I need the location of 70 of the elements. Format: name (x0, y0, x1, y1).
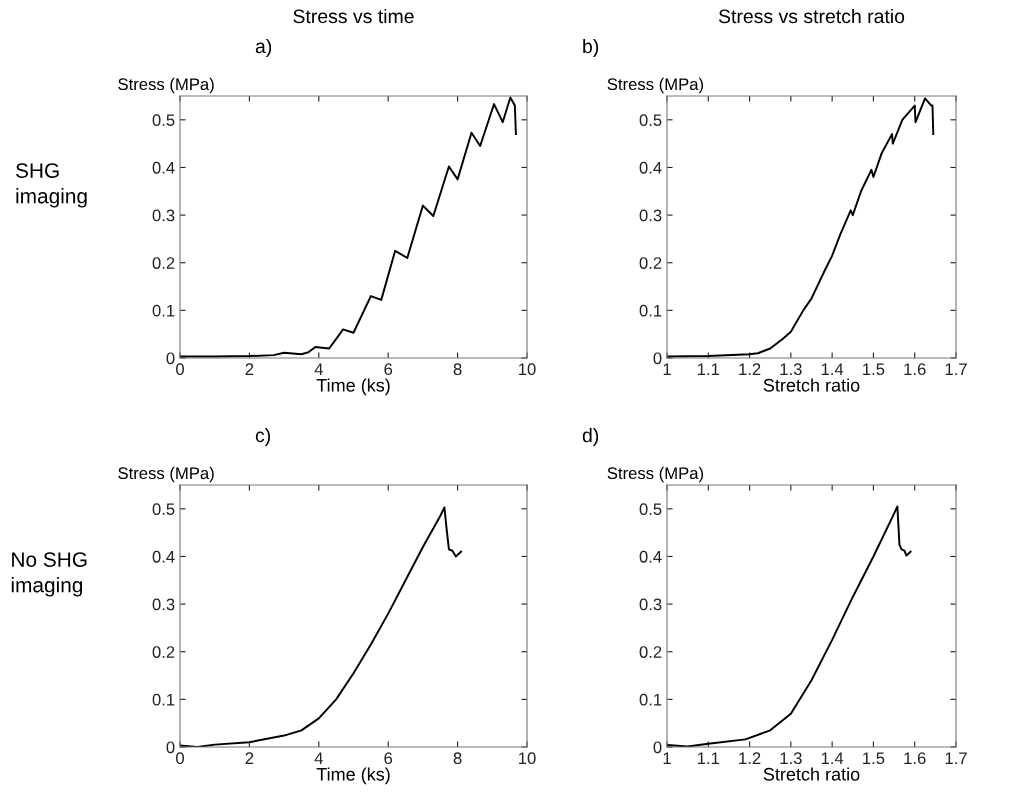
y-tick-label: 0.4 (639, 161, 662, 174)
y-axis-title: Stress (MPa) (118, 77, 214, 94)
x-tick-label: 1.5 (863, 363, 885, 376)
x-tick-label: 2 (245, 752, 254, 764)
text: d) (582, 427, 599, 447)
chart-title: Stress vs time (293, 8, 414, 24)
x-tick-label: 1.2 (739, 752, 761, 764)
y-tick-label: 0.1 (639, 304, 662, 317)
x-tick-label: 4 (314, 752, 323, 764)
y-axis-title: Stress (MPa) (118, 466, 214, 483)
y-tick-label: 0.2 (639, 646, 662, 658)
text: SHG imaging (15, 163, 87, 208)
x-tick-label: 0 (176, 752, 184, 765)
x-tick-label: 8 (453, 752, 462, 765)
x-tick-label: 10 (519, 363, 536, 376)
y-tick-label: 0.2 (152, 257, 175, 269)
y-tick-label: 0.2 (152, 646, 175, 658)
line-series (180, 506, 463, 747)
x-tick-label: 8 (453, 363, 462, 376)
x-tick-label: 1.4 (821, 363, 844, 375)
text: No SHG imaging (11, 552, 87, 597)
y-tick-label: 0.5 (639, 503, 662, 516)
x-axis-title: Stretch ratio (763, 378, 860, 392)
x-tick-label: 10 (519, 752, 536, 765)
y-tick-label: 0.1 (639, 693, 662, 706)
x-tick-label: 6 (384, 363, 393, 376)
y-tick-label: 0.1 (152, 304, 175, 317)
x-tick-label: 1.1 (697, 752, 720, 764)
x-tick-label: 1.7 (945, 363, 967, 375)
x-tick-label: 1 (663, 363, 671, 375)
x-tick-label: 1.3 (780, 752, 802, 765)
x-tick-label: 1.6 (904, 363, 926, 376)
y-tick-label: 0 (653, 352, 662, 365)
y-tick-label: 0.3 (152, 598, 175, 611)
y-tick-label: 0.3 (639, 209, 662, 222)
x-tick-label: 0 (176, 363, 184, 376)
x-tick-label: 1.6 (904, 752, 926, 765)
y-tick-label: 0.5 (152, 114, 175, 127)
x-tick-label: 1.7 (945, 752, 967, 764)
y-tick-label: 0.5 (639, 114, 662, 127)
x-tick-label: 6 (384, 752, 393, 765)
y-axis-title: Stress (MPa) (607, 77, 704, 94)
y-tick-label: 0.3 (152, 209, 175, 222)
x-axis-title: Time (ks) (316, 378, 390, 396)
y-tick-label: 0 (653, 741, 662, 754)
text: b) (583, 38, 599, 58)
y-tick-label: 0.5 (152, 503, 175, 516)
x-tick-label: 1.3 (780, 363, 802, 376)
text: c) (255, 427, 270, 447)
y-tick-label: 0 (166, 352, 175, 365)
y-tick-label: 0.2 (639, 257, 662, 269)
x-tick-label: 4 (314, 363, 323, 375)
y-tick-label: 0 (166, 741, 175, 754)
x-tick-label: 1.4 (821, 752, 844, 764)
y-tick-label: 0.3 (639, 598, 662, 611)
x-tick-label: 1.1 (697, 363, 720, 375)
x-tick-label: 1.5 (863, 752, 885, 765)
line-series (667, 505, 912, 747)
y-axis-title: Stress (MPa) (607, 466, 704, 483)
x-tick-label: 1 (663, 752, 671, 764)
y-tick-label: 0.4 (152, 161, 175, 174)
x-tick-label: 1.2 (739, 363, 761, 375)
chart-title: Stress vs stretch ratio (718, 8, 905, 24)
x-axis-title: Time (ks) (316, 767, 390, 785)
text: a) (255, 38, 272, 58)
y-tick-label: 0.1 (152, 693, 175, 706)
x-tick-label: 2 (245, 363, 254, 375)
y-tick-label: 0.4 (152, 550, 175, 563)
y-tick-label: 0.4 (639, 550, 662, 563)
x-axis-title: Stretch ratio (763, 767, 860, 781)
